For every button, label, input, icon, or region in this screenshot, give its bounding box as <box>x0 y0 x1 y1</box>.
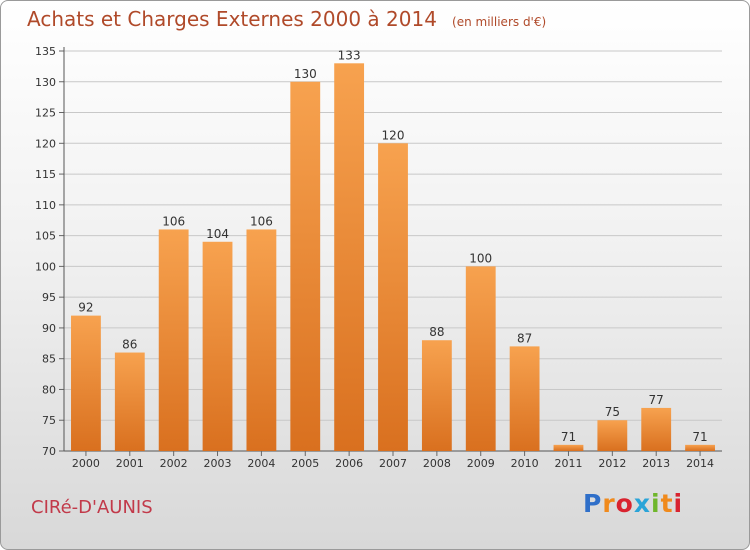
x-tick-label: 2013 <box>642 457 670 470</box>
x-tick-label: 2002 <box>160 457 188 470</box>
chart-title: Achats et Charges Externes 2000 à 2014 <box>27 7 437 31</box>
x-tick-label: 2008 <box>423 457 451 470</box>
bar-2010 <box>509 346 540 451</box>
data-label-2012: 75 <box>605 405 620 419</box>
data-label-2002: 106 <box>162 214 185 228</box>
data-label-2004: 106 <box>250 214 273 228</box>
y-tick-label: 70 <box>42 445 56 458</box>
bar-2003 <box>202 241 233 451</box>
y-tick-label: 95 <box>42 291 56 304</box>
bar-2008 <box>421 340 452 451</box>
data-label-2014: 71 <box>692 430 707 444</box>
y-tick-label: 135 <box>35 45 56 58</box>
x-tick-label: 2009 <box>467 457 495 470</box>
data-label-2009: 100 <box>469 251 492 265</box>
y-tick-label: 90 <box>42 322 56 335</box>
y-tick-label: 105 <box>35 230 56 243</box>
x-tick-label: 2000 <box>72 457 100 470</box>
commune-name: CIRé-D'AUNIS <box>31 497 153 518</box>
y-tick-label: 115 <box>35 168 56 181</box>
data-label-2011: 71 <box>561 430 576 444</box>
data-label-2000: 92 <box>78 301 93 315</box>
bar-2013 <box>641 407 672 451</box>
chart-title-row: Achats et Charges Externes 2000 à 2014 (… <box>27 7 546 31</box>
logo-letter: t <box>660 489 674 518</box>
chart-subtitle: (en milliers d'€) <box>452 15 547 29</box>
y-tick-label: 130 <box>35 76 56 89</box>
bar-2002 <box>158 229 189 451</box>
bar-2000 <box>71 315 101 451</box>
x-tick-label: 2014 <box>686 457 714 470</box>
y-tick-label: 125 <box>35 107 56 120</box>
bar-2012 <box>597 420 628 451</box>
bar-2005 <box>290 81 321 452</box>
y-tick-labels: 70 75 80 85 90 95 100 105 110 115 120 125 130 135 <box>35 45 56 458</box>
logo-letter: x <box>633 489 651 518</box>
data-label-2013: 77 <box>649 393 664 407</box>
data-labels: 92 86 106 104 106 130 133 120 88 100 87 71 75 77 71 <box>78 48 707 444</box>
x-tick-label: 2005 <box>291 457 319 470</box>
logo-letter: r <box>602 489 616 518</box>
x-tick-label: 2011 <box>554 457 582 470</box>
bar-2009 <box>465 266 496 451</box>
x-tick-label: 2010 <box>511 457 539 470</box>
bar-2011 <box>553 444 584 451</box>
y-tick-label: 85 <box>42 353 56 366</box>
data-label-2003: 104 <box>206 227 229 241</box>
x-tick-label: 2001 <box>116 457 144 470</box>
x-tick-label: 2003 <box>204 457 232 470</box>
x-tick-labels: 2000 2001 2002 2003 2004 2005 2006 2007 2008 2009… <box>72 451 714 470</box>
bar-2004 <box>246 229 277 451</box>
proxiti-logo[interactable]: Proxiti <box>583 489 683 518</box>
logo-letter: i <box>673 489 684 518</box>
x-tick-label: 2007 <box>379 457 407 470</box>
data-label-2007: 120 <box>382 128 405 142</box>
y-tick-label: 120 <box>35 137 56 150</box>
bar-2006 <box>334 63 365 452</box>
y-tick-label: 80 <box>42 383 56 396</box>
bar-2007 <box>378 143 408 452</box>
x-tick-label: 2004 <box>247 457 275 470</box>
logo-letter: i <box>651 489 661 518</box>
y-tick-label: 75 <box>42 414 56 427</box>
logo-letter: P <box>583 489 603 518</box>
bar-2001 <box>114 352 145 451</box>
y-tick-label: 100 <box>35 260 56 273</box>
x-tick-label: 2012 <box>598 457 626 470</box>
data-label-2010: 87 <box>517 331 532 345</box>
y-tick-label: 110 <box>35 199 56 212</box>
data-label-2008: 88 <box>429 325 444 339</box>
data-label-2006: 133 <box>338 48 361 62</box>
data-label-2005: 130 <box>294 67 317 81</box>
bar-2014 <box>685 444 715 451</box>
x-tick-label: 2006 <box>335 457 363 470</box>
logo-letter: o <box>615 489 634 518</box>
data-label-2001: 86 <box>122 338 137 352</box>
bars <box>71 63 715 452</box>
